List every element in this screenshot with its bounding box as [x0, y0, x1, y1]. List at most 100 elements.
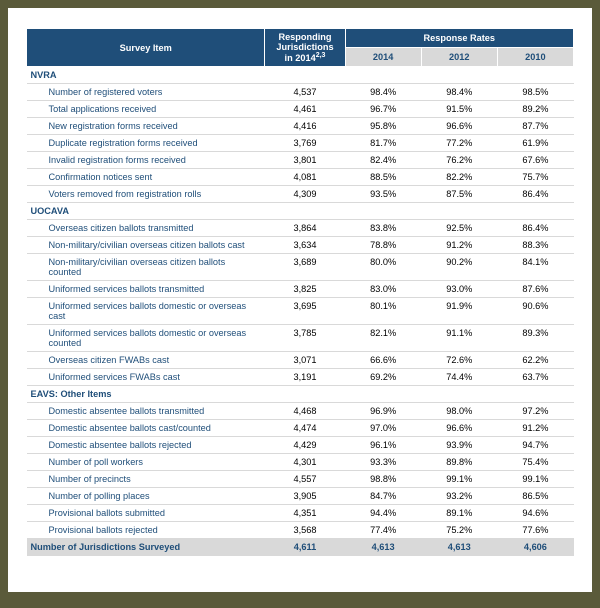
- total-responding: 4,611: [265, 539, 345, 556]
- cell-rate-2014: 88.5%: [345, 169, 421, 186]
- cell-rate-2012: 99.1%: [421, 471, 497, 488]
- cell-label: Domestic absentee ballots cast/counted: [27, 420, 265, 437]
- cell-rate-2014: 82.1%: [345, 325, 421, 352]
- cell-rate-2014: 96.7%: [345, 101, 421, 118]
- cell-responding: 4,416: [265, 118, 345, 135]
- cell-rate-2012: 93.0%: [421, 281, 497, 298]
- cell-responding: 4,537: [265, 84, 345, 101]
- cell-responding: 3,689: [265, 254, 345, 281]
- cell-rate-2012: 98.4%: [421, 84, 497, 101]
- cell-rate-2014: 82.4%: [345, 152, 421, 169]
- page-container: Survey Item Responding Jurisdictions in …: [8, 8, 592, 592]
- table-row: Overseas citizen ballots transmitted3,86…: [27, 220, 574, 237]
- cell-rate-2014: 98.4%: [345, 84, 421, 101]
- cell-responding: 3,825: [265, 281, 345, 298]
- cell-label: Uniformed services ballots domestic or o…: [27, 298, 265, 325]
- cell-responding: 3,634: [265, 237, 345, 254]
- table-row: Domestic absentee ballots cast/counted4,…: [27, 420, 574, 437]
- cell-responding: 3,864: [265, 220, 345, 237]
- cell-label: Domestic absentee ballots rejected: [27, 437, 265, 454]
- cell-rate-2012: 72.6%: [421, 352, 497, 369]
- cell-label: Number of registered voters: [27, 84, 265, 101]
- cell-label: Overseas citizen FWABs cast: [27, 352, 265, 369]
- cell-rate-2012: 87.5%: [421, 186, 497, 203]
- cell-responding: 3,785: [265, 325, 345, 352]
- cell-rate-2012: 89.8%: [421, 454, 497, 471]
- cell-rate-2014: 77.4%: [345, 522, 421, 539]
- cell-rate-2010: 61.9%: [497, 135, 573, 152]
- cell-rate-2014: 83.0%: [345, 281, 421, 298]
- table-row: Number of precincts4,55798.8%99.1%99.1%: [27, 471, 574, 488]
- cell-responding: 4,474: [265, 420, 345, 437]
- cell-label: Overseas citizen ballots transmitted: [27, 220, 265, 237]
- table-row: Voters removed from registration rolls4,…: [27, 186, 574, 203]
- cell-label: Uniformed services ballots domestic or o…: [27, 325, 265, 352]
- cell-responding: 4,461: [265, 101, 345, 118]
- col-year-2014: 2014: [345, 48, 421, 67]
- cell-rate-2012: 76.2%: [421, 152, 497, 169]
- cell-responding: 3,905: [265, 488, 345, 505]
- total-2014: 4,613: [345, 539, 421, 556]
- section-title: EAVS: Other Items: [27, 386, 574, 403]
- cell-responding: 4,468: [265, 403, 345, 420]
- cell-rate-2014: 93.3%: [345, 454, 421, 471]
- cell-rate-2012: 93.2%: [421, 488, 497, 505]
- total-2010: 4,606: [497, 539, 573, 556]
- table-row: Non-military/civilian overseas citizen b…: [27, 237, 574, 254]
- cell-rate-2012: 90.2%: [421, 254, 497, 281]
- cell-rate-2010: 63.7%: [497, 369, 573, 386]
- responding-sup: 2,3: [316, 52, 326, 59]
- table-row: New registration forms received4,41695.8…: [27, 118, 574, 135]
- cell-rate-2014: 94.4%: [345, 505, 421, 522]
- cell-label: Confirmation notices sent: [27, 169, 265, 186]
- cell-rate-2010: 75.7%: [497, 169, 573, 186]
- cell-rate-2010: 87.7%: [497, 118, 573, 135]
- table-row: Number of registered voters4,53798.4%98.…: [27, 84, 574, 101]
- table-row: Non-military/civilian overseas citizen b…: [27, 254, 574, 281]
- cell-rate-2012: 89.1%: [421, 505, 497, 522]
- col-year-2012: 2012: [421, 48, 497, 67]
- cell-label: Voters removed from registration rolls: [27, 186, 265, 203]
- cell-responding: 3,769: [265, 135, 345, 152]
- cell-label: Uniformed services FWABs cast: [27, 369, 265, 386]
- cell-rate-2010: 88.3%: [497, 237, 573, 254]
- cell-rate-2012: 91.9%: [421, 298, 497, 325]
- table-row: Total applications received4,46196.7%91.…: [27, 101, 574, 118]
- cell-rate-2010: 86.5%: [497, 488, 573, 505]
- cell-rate-2010: 89.2%: [497, 101, 573, 118]
- table-row: Provisional ballots submitted4,35194.4%8…: [27, 505, 574, 522]
- cell-rate-2010: 94.6%: [497, 505, 573, 522]
- table-row: Uniformed services ballots domestic or o…: [27, 298, 574, 325]
- col-responding: Responding Jurisdictions in 20142,3: [265, 29, 345, 67]
- table-row: Invalid registration forms received3,801…: [27, 152, 574, 169]
- cell-responding: 4,557: [265, 471, 345, 488]
- section-row: EAVS: Other Items: [27, 386, 574, 403]
- col-group-rates: Response Rates: [345, 29, 573, 48]
- cell-rate-2010: 86.4%: [497, 186, 573, 203]
- cell-rate-2012: 74.4%: [421, 369, 497, 386]
- cell-responding: 4,081: [265, 169, 345, 186]
- cell-rate-2012: 98.0%: [421, 403, 497, 420]
- cell-label: Total applications received: [27, 101, 265, 118]
- cell-responding: 3,191: [265, 369, 345, 386]
- cell-rate-2012: 82.2%: [421, 169, 497, 186]
- cell-responding: 3,568: [265, 522, 345, 539]
- cell-rate-2012: 77.2%: [421, 135, 497, 152]
- cell-rate-2010: 77.6%: [497, 522, 573, 539]
- cell-responding: 4,309: [265, 186, 345, 203]
- cell-label: Domestic absentee ballots transmitted: [27, 403, 265, 420]
- section-row: UOCAVA: [27, 203, 574, 220]
- table-row: Overseas citizen FWABs cast3,07166.6%72.…: [27, 352, 574, 369]
- section-row: NVRA: [27, 67, 574, 84]
- col-year-2010: 2010: [497, 48, 573, 67]
- cell-rate-2012: 96.6%: [421, 420, 497, 437]
- cell-rate-2012: 93.9%: [421, 437, 497, 454]
- cell-rate-2014: 98.8%: [345, 471, 421, 488]
- table-row: Domestic absentee ballots rejected4,4299…: [27, 437, 574, 454]
- cell-rate-2014: 96.1%: [345, 437, 421, 454]
- total-label: Number of Jurisdictions Surveyed: [27, 539, 265, 556]
- table-row: Domestic absentee ballots transmitted4,4…: [27, 403, 574, 420]
- cell-rate-2010: 91.2%: [497, 420, 573, 437]
- cell-rate-2014: 66.6%: [345, 352, 421, 369]
- table-body: NVRANumber of registered voters4,53798.4…: [27, 67, 574, 556]
